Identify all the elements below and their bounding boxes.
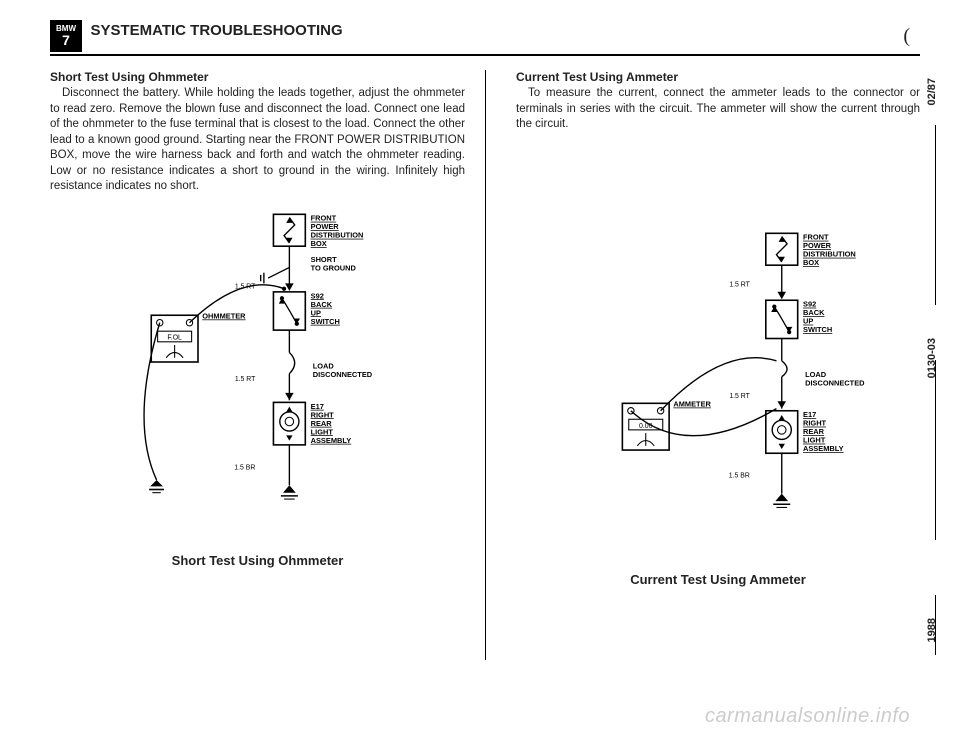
header-row: BMW 7 SYSTEMATIC TROUBLESHOOTING [50, 20, 920, 52]
left-col: Short Test Using Ohmmeter Disconnect the… [50, 70, 485, 660]
r-e17-box: E17 RIGHT REAR LIGHT ASSEMBLY [766, 410, 844, 453]
wire3: 1.5 BR [234, 464, 255, 471]
ohmmeter-diagram-svg: FRONT POWER DISTRIBUTION BOX SHORT TO GR… [50, 209, 465, 549]
r-ground-icon [773, 493, 790, 507]
r-s92-l4: SWITCH [803, 325, 832, 334]
e17-l5: ASSEMBLY [311, 435, 352, 444]
load-l2: DISCONNECTED [313, 369, 373, 378]
right-col: Current Test Using Ammeter To measure th… [485, 70, 920, 660]
right-body: To measure the current, connect the amme… [516, 86, 920, 133]
ammeter-diagram-svg: FRONT POWER DISTRIBUTION BOX 1.5 RT [516, 228, 920, 568]
r-meter-disp: 0.00 [639, 422, 653, 429]
bmw-badge: BMW 7 [50, 20, 82, 52]
left-caption: Short Test Using Ohmmeter [50, 553, 465, 568]
r-wire3: 1.5 BR [729, 472, 750, 479]
ground2-icon [281, 485, 298, 499]
short-l2: TO GROUND [311, 263, 357, 272]
title-rule [50, 54, 920, 56]
fpdb-l4: BOX [311, 239, 327, 248]
wire2: 1.5 RT [235, 376, 256, 383]
short-to-ground: SHORT TO GROUND [261, 255, 357, 283]
meter-disp: F.OL [167, 334, 182, 341]
r-e17-l5: ASSEMBLY [803, 444, 844, 453]
left-body: Disconnect the battery. While holding th… [50, 86, 465, 195]
side-margin: 02/87 0130-03 1988 [926, 78, 944, 678]
side-mid: 0130-03 [926, 338, 938, 378]
r-meter-label: AMMETER [673, 399, 711, 408]
right-caption: Current Test Using Ammeter [516, 572, 920, 587]
ohmmeter: F.OL OHMMETER [151, 311, 246, 362]
s92-box: S92 BACK UP SWITCH [273, 291, 339, 330]
side-top: 02/87 [926, 78, 938, 106]
right-diagram: FRONT POWER DISTRIBUTION BOX 1.5 RT [516, 228, 920, 568]
meter-label: OHMMETER [202, 311, 246, 320]
r-wire2: 1.5 RT [729, 393, 750, 400]
e17-box: E17 RIGHT REAR LIGHT ASSEMBLY [273, 401, 351, 444]
page: ( BMW 7 SYSTEMATIC TROUBLESHOOTING Short… [0, 0, 960, 744]
r-s92-box: S92 BACK UP SWITCH [766, 299, 832, 338]
r-wire1: 1.5 RT [729, 281, 750, 288]
columns: Short Test Using Ohmmeter Disconnect the… [50, 70, 920, 660]
badge-series: 7 [62, 33, 70, 47]
front-power-box: FRONT POWER DISTRIBUTION BOX [273, 213, 363, 248]
ground-icon [149, 480, 164, 493]
page-title: SYSTEMATIC TROUBLESHOOTING [90, 20, 342, 39]
r-fpdb-l4: BOX [803, 258, 819, 267]
s92-l4: SWITCH [311, 316, 340, 325]
side-bot: 1988 [926, 618, 938, 642]
left-diagram: FRONT POWER DISTRIBUTION BOX SHORT TO GR… [50, 209, 465, 549]
left-heading: Short Test Using Ohmmeter [50, 70, 465, 84]
r-front-power-box: FRONT POWER DISTRIBUTION BOX [766, 232, 856, 267]
r-load-l2: DISCONNECTED [805, 378, 865, 387]
paren-mark: ( [903, 25, 910, 48]
watermark: carmanualsonline.info [705, 705, 910, 728]
right-heading: Current Test Using Ammeter [516, 70, 920, 84]
